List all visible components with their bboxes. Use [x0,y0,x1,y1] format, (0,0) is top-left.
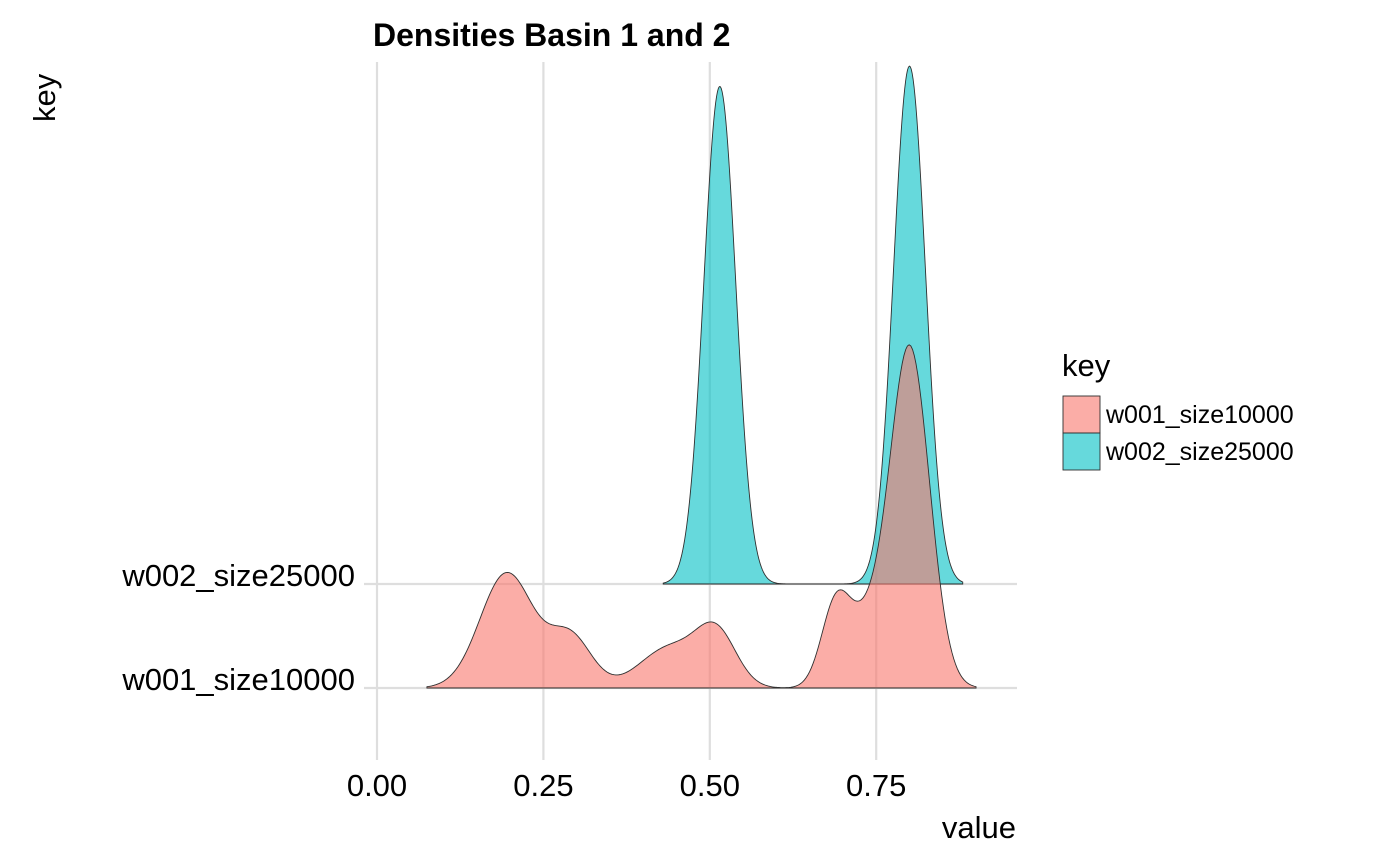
density-ridge-w001_size10000 [426,344,977,689]
legend-label-w001_size10000: w001_size10000 [1105,401,1294,429]
chart-title: Densities Basin 1 and 2 [373,17,730,53]
legend-items: w001_size10000 w002_size25000 [1062,395,1294,471]
legend-swatch-w001_size10000 [1062,395,1101,434]
density-ridge-w002_size25000 [662,65,964,585]
legend-title: key [1062,348,1111,383]
y-tick-label-w001_size10000: w001_size10000 [121,662,355,697]
y-axis-tick-labels: w001_size10000 w002_size25000 [121,558,355,697]
x-tick-label-2: 0.50 [680,768,740,803]
x-tick-label-3: 0.75 [846,768,906,803]
legend-swatch-w002_size25000 [1062,432,1101,471]
x-tick-label-0: 0.00 [347,768,407,803]
legend: key w001_size10000 w002_size25000 [1062,348,1294,471]
legend-label-w002_size25000: w002_size25000 [1105,438,1294,466]
x-axis-title: value [942,810,1016,845]
y-axis-title: key [27,73,62,122]
y-tick-label-w002_size25000: w002_size25000 [121,558,355,593]
x-tick-label-1: 0.25 [513,768,573,803]
density-ridges [426,65,977,689]
x-axis-tick-labels: 0.00 0.25 0.50 0.75 [347,768,907,803]
